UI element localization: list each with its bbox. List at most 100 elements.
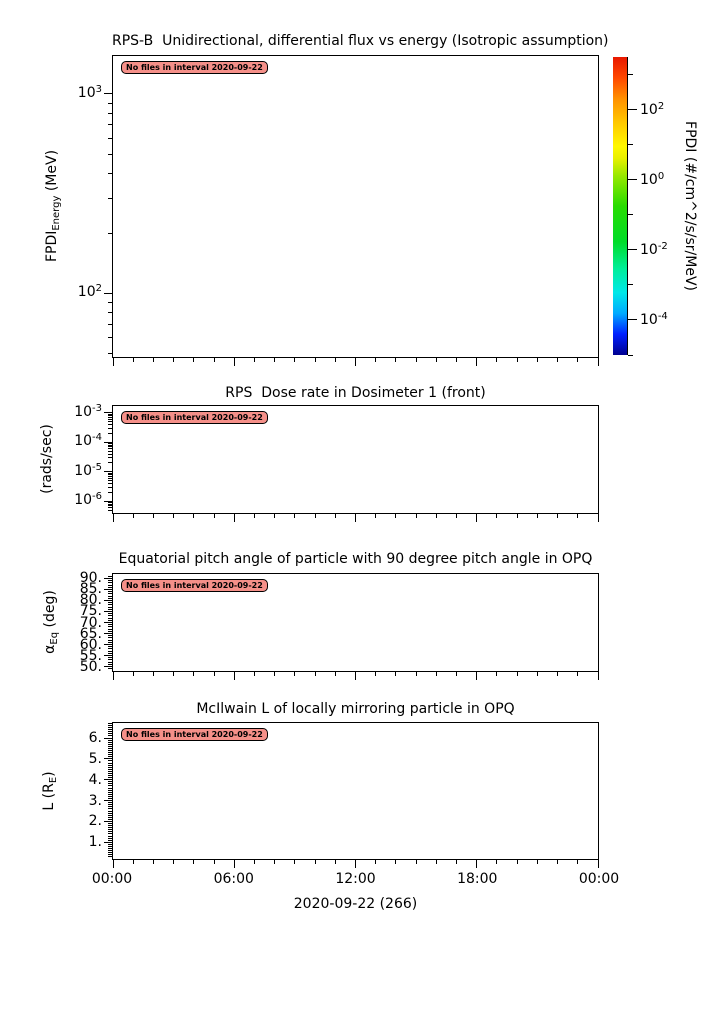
y-tick-label: 60. bbox=[79, 636, 102, 653]
y-minor-tick bbox=[108, 413, 113, 415]
x-minor-tick bbox=[577, 859, 579, 864]
y-tick-label: 55. bbox=[79, 647, 102, 664]
x-major-tick bbox=[112, 671, 114, 680]
x-minor-tick bbox=[132, 859, 134, 864]
y-tick-label: 3. bbox=[88, 792, 102, 809]
y-minor-tick bbox=[108, 421, 113, 423]
y-minor-tick bbox=[108, 415, 113, 417]
x-minor-tick bbox=[536, 859, 538, 864]
y-minor-tick bbox=[108, 593, 113, 595]
x-minor-tick bbox=[395, 513, 397, 518]
x-minor-tick bbox=[213, 513, 215, 518]
y-minor-tick bbox=[108, 804, 113, 806]
y-minor-tick bbox=[108, 725, 113, 726]
x-minor-tick bbox=[435, 671, 437, 676]
colorbar-major-tick bbox=[628, 249, 637, 251]
y-minor-tick bbox=[108, 232, 113, 234]
y-major-tick bbox=[104, 666, 113, 668]
x-major-tick bbox=[233, 671, 235, 680]
y-minor-tick bbox=[108, 762, 113, 764]
y-minor-tick bbox=[108, 663, 113, 665]
x-axis-tick-label: 00:00 bbox=[91, 871, 133, 887]
y-minor-tick bbox=[108, 453, 113, 455]
y-tick-label: 65. bbox=[79, 625, 102, 642]
y-minor-tick bbox=[108, 745, 113, 747]
x-minor-tick bbox=[395, 671, 397, 676]
x-minor-tick bbox=[577, 357, 579, 362]
y-major-tick bbox=[104, 655, 113, 657]
y-major-tick bbox=[104, 500, 113, 502]
x-minor-tick bbox=[435, 357, 437, 362]
y-major-tick bbox=[104, 800, 113, 802]
y-minor-tick bbox=[108, 503, 113, 505]
x-minor-tick bbox=[456, 357, 458, 362]
y-tick-label: 70. bbox=[79, 614, 102, 631]
y-tick-label: 103 bbox=[77, 83, 102, 101]
colorbar-minor-tick bbox=[628, 214, 633, 216]
colorbar-minor-tick bbox=[628, 144, 633, 146]
y-tick-label: 2. bbox=[88, 813, 102, 830]
y-minor-tick bbox=[108, 835, 113, 837]
y-minor-tick bbox=[108, 812, 113, 814]
x-minor-tick bbox=[314, 671, 316, 676]
x-axis-date-label: 2020-09-22 (266) bbox=[293, 896, 418, 912]
y-minor-tick bbox=[108, 613, 113, 615]
panel-pitch-angle-plot-area: No files in interval 2020-09-22 90. 85. 80… bbox=[80, 571, 599, 680]
y-minor-tick bbox=[108, 810, 113, 812]
x-minor-tick bbox=[314, 859, 316, 864]
y-minor-tick bbox=[108, 172, 113, 174]
y-tick-label: 6. bbox=[88, 730, 102, 747]
x-major-tick bbox=[597, 859, 599, 868]
y-minor-tick bbox=[108, 617, 113, 619]
x-minor-tick bbox=[536, 671, 538, 676]
y-minor-tick bbox=[108, 845, 113, 847]
y-minor-tick bbox=[108, 843, 113, 845]
x-minor-tick bbox=[253, 671, 255, 676]
y-minor-tick bbox=[108, 823, 113, 825]
y-major-tick bbox=[104, 841, 113, 843]
y-minor-tick bbox=[108, 848, 113, 850]
x-minor-tick bbox=[253, 357, 255, 362]
y-major-tick bbox=[104, 292, 113, 294]
y-tick-label: 5. bbox=[88, 750, 102, 767]
y-minor-tick bbox=[108, 657, 113, 659]
y-minor-tick bbox=[108, 747, 113, 749]
y-minor-tick bbox=[108, 491, 113, 493]
y-minor-tick bbox=[108, 750, 113, 752]
x-minor-tick bbox=[516, 859, 518, 864]
y-major-tick bbox=[104, 471, 113, 473]
x-minor-tick bbox=[294, 357, 296, 362]
y-minor-tick bbox=[108, 606, 113, 608]
y-minor-tick bbox=[108, 839, 113, 841]
y-minor-tick bbox=[108, 816, 113, 818]
y-minor-tick bbox=[108, 827, 113, 829]
y-minor-tick bbox=[108, 427, 113, 429]
x-minor-tick bbox=[456, 859, 458, 864]
y-minor-tick bbox=[108, 509, 113, 511]
y-tick-label: 102 bbox=[77, 283, 102, 301]
y-minor-tick bbox=[108, 637, 113, 639]
y-minor-tick bbox=[108, 659, 113, 661]
y-minor-tick bbox=[108, 475, 113, 477]
x-major-tick bbox=[112, 357, 114, 366]
y-minor-tick bbox=[108, 619, 113, 621]
y-major-tick bbox=[104, 820, 113, 822]
y-tick-label: 90. bbox=[79, 570, 102, 587]
x-minor-tick bbox=[577, 671, 579, 676]
y-minor-tick bbox=[108, 789, 113, 791]
y-minor-tick bbox=[108, 793, 113, 795]
panel-pitch-angle-y-axis-label: αEq (deg) bbox=[42, 590, 60, 654]
y-minor-tick bbox=[108, 474, 113, 476]
y-minor-tick bbox=[108, 729, 113, 731]
y-minor-tick bbox=[108, 775, 113, 777]
y-minor-tick bbox=[108, 668, 113, 670]
x-major-tick bbox=[476, 513, 478, 522]
panel-mcilwain-l-title: McIlwain L of locally mirroring particle… bbox=[196, 701, 515, 717]
x-minor-tick bbox=[435, 859, 437, 864]
no-files-annotation: No files in interval 2020-09-22 bbox=[121, 61, 268, 74]
y-minor-tick bbox=[108, 648, 113, 650]
x-minor-tick bbox=[274, 357, 276, 362]
y-minor-tick bbox=[108, 418, 113, 420]
x-minor-tick bbox=[557, 859, 559, 864]
